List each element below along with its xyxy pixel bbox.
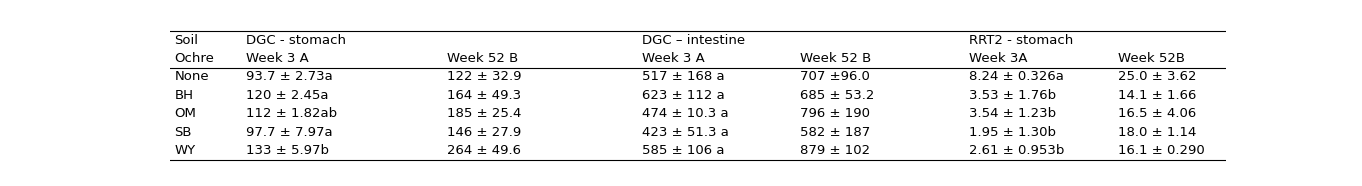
Text: 164 ± 49.3: 164 ± 49.3 [447,89,520,102]
Text: BH: BH [174,89,193,102]
Text: 474 ± 10.3 a: 474 ± 10.3 a [642,107,729,120]
Text: WY: WY [174,144,196,157]
Text: Week 3 A: Week 3 A [642,52,704,65]
Text: 796 ± 190: 796 ± 190 [801,107,870,120]
Text: 582 ± 187: 582 ± 187 [801,126,870,139]
Text: 18.0 ± 1.14: 18.0 ± 1.14 [1118,126,1196,139]
Text: 93.7 ± 2.73a: 93.7 ± 2.73a [247,70,332,84]
Text: 1.95 ± 1.30b: 1.95 ± 1.30b [970,126,1057,139]
Text: Week 52 B: Week 52 B [801,52,872,65]
Text: SB: SB [174,126,192,139]
Text: 2.61 ± 0.953b: 2.61 ± 0.953b [970,144,1065,157]
Text: Ochre: Ochre [174,52,214,65]
Text: OM: OM [174,107,196,120]
Text: Week 52 B: Week 52 B [447,52,518,65]
Text: 879 ± 102: 879 ± 102 [801,144,870,157]
Text: 146 ± 27.9: 146 ± 27.9 [447,126,522,139]
Text: 707 ±96.0: 707 ±96.0 [801,70,870,84]
Text: 16.5 ± 4.06: 16.5 ± 4.06 [1118,107,1196,120]
Text: 25.0 ± 3.62: 25.0 ± 3.62 [1118,70,1197,84]
Text: Week 3A: Week 3A [970,52,1028,65]
Text: Soil: Soil [174,34,199,47]
Text: 16.1 ± 0.290: 16.1 ± 0.290 [1118,144,1205,157]
Text: 517 ± 168 a: 517 ± 168 a [642,70,725,84]
Text: 120 ± 2.45a: 120 ± 2.45a [247,89,328,102]
Text: 14.1 ± 1.66: 14.1 ± 1.66 [1118,89,1196,102]
Text: 185 ± 25.4: 185 ± 25.4 [447,107,522,120]
Text: 112 ± 1.82ab: 112 ± 1.82ab [247,107,338,120]
Text: 264 ± 49.6: 264 ± 49.6 [447,144,520,157]
Text: 97.7 ± 7.97a: 97.7 ± 7.97a [247,126,332,139]
Text: 3.54 ± 1.23b: 3.54 ± 1.23b [970,107,1057,120]
Text: 8.24 ± 0.326a: 8.24 ± 0.326a [970,70,1064,84]
Text: 3.53 ± 1.76b: 3.53 ± 1.76b [970,89,1057,102]
Text: None: None [174,70,210,84]
Text: 423 ± 51.3 a: 423 ± 51.3 a [642,126,729,139]
Text: DGC – intestine: DGC – intestine [642,34,745,47]
Text: 685 ± 53.2: 685 ± 53.2 [801,89,874,102]
Text: 585 ± 106 a: 585 ± 106 a [642,144,725,157]
Text: RRT2 - stomach: RRT2 - stomach [970,34,1073,47]
Text: 623 ± 112 a: 623 ± 112 a [642,89,725,102]
Text: 133 ± 5.97b: 133 ± 5.97b [247,144,330,157]
Text: Week 52B: Week 52B [1118,52,1185,65]
Text: DGC - stomach: DGC - stomach [247,34,346,47]
Text: 122 ± 32.9: 122 ± 32.9 [447,70,522,84]
Text: Week 3 A: Week 3 A [247,52,309,65]
